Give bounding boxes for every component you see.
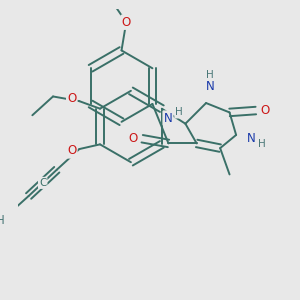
Text: O: O (122, 16, 131, 29)
Text: H: H (0, 214, 5, 227)
Text: H: H (206, 70, 214, 80)
Text: H: H (258, 140, 266, 149)
Text: O: O (67, 144, 76, 158)
Text: O: O (128, 132, 137, 145)
Text: N: N (164, 112, 172, 124)
Text: O: O (67, 92, 76, 105)
Text: N: N (247, 132, 256, 145)
Text: N: N (206, 80, 214, 93)
Text: C: C (39, 178, 46, 188)
Text: O: O (261, 104, 270, 117)
Text: H: H (176, 107, 183, 117)
